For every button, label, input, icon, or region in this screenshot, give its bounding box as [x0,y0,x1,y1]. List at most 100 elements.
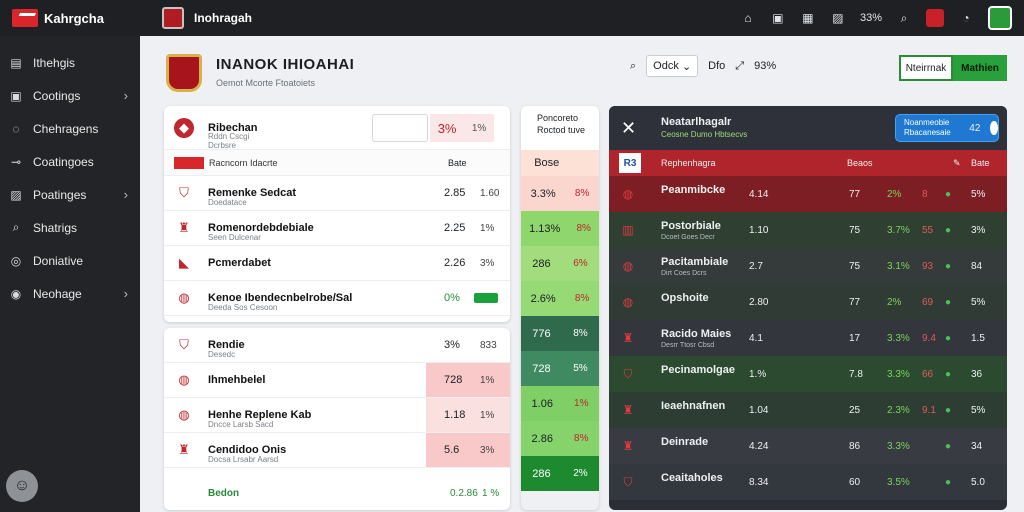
close-icon[interactable]: ✕ [621,117,637,138]
sidebar-item-3[interactable]: ⊸ Coatingoes [0,145,140,178]
shield-icon: ◆ [174,117,194,138]
heat-cell: 1.06 1% [521,386,599,421]
row-value-4: 69 [922,296,934,308]
value-primary: 2.25 [444,222,466,234]
value-secondary: 833 [480,339,497,351]
team-name: Rendie [208,339,245,351]
chat-icon: ◌ [12,121,20,136]
user-avatar-icon[interactable]: ☺ [6,470,38,502]
sidebar-item-1[interactable]: ▣ Cootings › [0,79,140,112]
sidebar-item-label: Cootings [33,88,81,103]
row-value-5: 5.0 [971,476,985,488]
heat-percent: 5% [573,363,588,374]
sidebar-item-6[interactable]: ◎ Doniative [0,244,140,277]
table-row[interactable]: ⛉ Remenke Sedcat Doedatace 2.85 1.60 [164,176,510,211]
sidebar-item-4[interactable]: ▨ Poatinges › [0,178,140,211]
row-sub: Desrr Ttosr Cbsd [661,342,715,349]
table-row[interactable]: ♜ Romenordebdebiale Seen Dulcenar 2.25 1% [164,211,510,246]
detail-row[interactable]: ◍ Opshoite 2.80 77 2% 69 ● 5% [609,284,1007,320]
detail-row[interactable]: ⛉ Ceaitaholes 8.34 60 3.5% ● 5.0 [609,464,1007,500]
total-value: 0.2.86 [450,487,478,499]
heat-cell: 776 8% [521,316,599,351]
heat-value: 3.3% [530,187,556,200]
table-row[interactable]: ◍ Kenoe Ibendecnbelrobe/Sal Deeda Sos Ceso… [164,281,510,316]
row-name: Pecinamolgae [661,364,735,376]
sidebar-item-5[interactable]: ⌕ Shatrigs [0,211,140,244]
expand-icon[interactable]: ⤢ [735,59,745,72]
view-select[interactable]: Odck ⌄ [646,55,699,77]
toggle-knob[interactable] [990,121,998,135]
input-box[interactable] [372,114,428,142]
edit-icon[interactable]: ✎ [953,157,961,168]
heat-value: 776 [532,327,551,340]
team-crest-icon [166,54,202,92]
detail-row[interactable]: ♜ Deinrade 4.24 86 3.3% ● 34 [609,428,1007,464]
chevron-right-icon: › [123,187,128,202]
heat-cell: 1.13% 8% [521,211,599,246]
location-icon: ◉ [10,286,22,301]
detail-row[interactable]: ⛉ Pecinamolgae 1.% 7.8 3.3% 66 ● 36 [609,356,1007,392]
row-value-2: 25 [849,404,861,416]
top-toolbar: ⌂ ▣ ▦ ▨ 33% ⌕ ◔ [740,6,1024,30]
search-icon[interactable]: ⌕ [900,10,908,25]
tool-a[interactable]: Dfo [708,60,726,72]
sidebar-item-label: Shatrigs [33,220,78,235]
value-secondary: 3% [480,444,495,456]
standings-card: ◆ Ribechan Rddn Cscgi Dcrbsre Itskbce 3%… [164,106,510,322]
detail-row[interactable]: ◍ Peanmibcke 4.14 77 2% 8 ● 5% [609,176,1007,212]
sidebar-item-2[interactable]: ◌ Chehragens [0,112,140,145]
sidebar-item-label: Ithehgis [33,55,76,70]
row-name: Deinrade [661,436,709,448]
detail-row[interactable]: ♜ Ieaehnafnen 1.04 25 2.3% 9.1 ● 5% [609,392,1007,428]
row-name: Ceaitaholes [661,472,723,484]
team-name: Ihmehbelel [208,374,266,386]
row-name: Peanmibcke [661,184,726,196]
flag-icon[interactable] [926,9,944,27]
heat-value: 2.86 [531,432,553,445]
table-row[interactable]: ⛉ Rendie Desedc 3% 833 [164,328,510,363]
team-sub: Doedatace [208,198,247,207]
toggle-key: 42 [969,122,981,134]
folder-icon: ▣ [10,88,22,103]
heat-value: 286 [532,467,551,480]
window-icon[interactable]: ▣ [772,11,784,25]
brand[interactable]: Kahrgcha [0,0,140,36]
header-tools: ⌕ Odck ⌄ Dfo ⤢ 93% [630,55,776,77]
heat-percent: 1% [574,398,589,409]
detail-row[interactable]: ▥ Postorbiale Dcoet Goes Decr 1.10 75 3.7% 55 ●… [609,212,1007,248]
chat-icon[interactable]: ◔ [962,11,970,25]
table-row[interactable]: ◍ Henhe Replene Kab Dncce Larsb Sacd 1.18 1% [164,398,510,433]
team-sub: Deeda Sos Cesoon [208,303,278,312]
mode-toggle[interactable]: Noanmeobie Rbacanesaie 42 [895,114,999,142]
shield-icon: ⛉ [179,185,189,200]
sidebar-item-7[interactable]: ◉ Neohage › [0,277,140,310]
magnify-icon[interactable]: ⌕ [630,59,637,72]
sidebar-item-label: Neohage [33,286,82,301]
detail-title: Neatarlhagalr [661,116,732,128]
photo-icon[interactable]: ▨ [832,11,844,25]
table-row[interactable]: ♜ Cendidoo Onis Docsa Lrsabr Aarsd 5.6 3% [164,433,510,468]
ball-icon: ◍ [178,372,190,387]
grid-icon[interactable]: ▦ [802,11,814,25]
row-value-1: 2.80 [749,296,769,308]
table-row[interactable]: ◍ Ihmehbelel 728 1% [164,363,510,398]
status-dot-icon: ● [945,332,952,344]
heat-percent: 8% [574,433,589,444]
row-name: Opshoite [661,292,709,304]
detail-row[interactable]: ♜ Racido Maies Desrr Ttosr Cbsd 4.1 17 3.3% 9.… [609,320,1007,356]
secondary-button[interactable]: Nteirrnak [899,55,953,81]
primary-button[interactable]: Mathien [953,55,1007,81]
heat-value: 2.6% [530,292,556,305]
row-value-4: 9.4 [922,332,936,344]
sidebar-item-0[interactable]: ▤ Ithehgis [0,46,140,79]
avatar[interactable] [988,6,1012,30]
home-icon[interactable]: ⌂ [744,11,752,25]
table-row[interactable]: ◣ Pcmerdabet 2.26 3% [164,246,510,281]
crest-icon: ♜ [178,220,190,235]
tool-b[interactable]: 93% [754,60,777,72]
row-name: Racido Maies [661,328,732,340]
detail-row[interactable]: ◍ Pacitambiale Dirt Coes Dcrs 2.7 75 3.1% 93 ● 8… [609,248,1007,284]
document-icon: ▤ [10,55,22,70]
row-value-5: 36 [971,368,983,380]
row-value-2: 77 [849,296,861,308]
